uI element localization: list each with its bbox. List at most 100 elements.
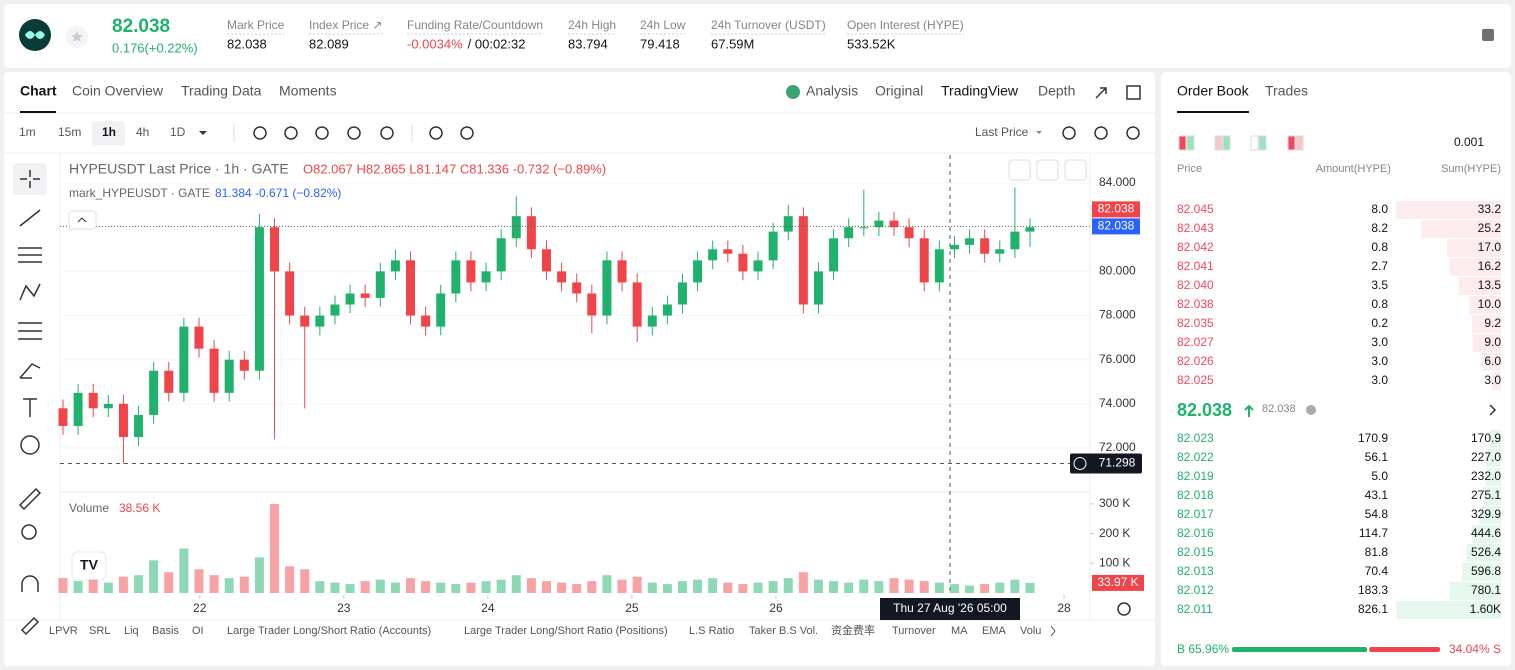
indicator-tab[interactable]: Basis [152, 625, 179, 637]
tool-text[interactable] [23, 398, 37, 417]
interval[interactable]: 4h [136, 125, 149, 139]
expand-button[interactable] [1095, 87, 1107, 99]
tool-fib[interactable] [18, 322, 42, 340]
book-layout-a[interactable] [1250, 135, 1259, 151]
tool-emoji[interactable] [20, 435, 40, 455]
book-tab[interactable]: Trades [1265, 83, 1308, 99]
depth-bar [1489, 430, 1501, 448]
tool-line[interactable] [19, 209, 41, 227]
plugin-button[interactable] [380, 126, 394, 140]
volume-bar [617, 579, 627, 593]
indicator-tab[interactable]: LPVR [49, 625, 78, 637]
tool-ruler[interactable] [18, 487, 42, 511]
candle-body [511, 216, 521, 239]
candle-body [406, 260, 416, 316]
chart-control[interactable] [1008, 159, 1031, 181]
indicator-tab[interactable]: OI [192, 625, 204, 637]
undo-button[interactable] [429, 126, 443, 140]
book-amount: 8.0 [1371, 202, 1388, 216]
candle-button[interactable] [253, 126, 267, 140]
volume-bar [194, 569, 204, 593]
candle-body [723, 249, 733, 254]
indicator-tab[interactable]: Taker B.S Vol. [749, 625, 818, 637]
template-button[interactable] [347, 126, 361, 140]
volume-bar [466, 582, 476, 593]
depth-bar [1421, 220, 1501, 238]
chart-tab[interactable]: Chart [20, 83, 57, 99]
settings-button[interactable] [1126, 126, 1140, 140]
tool-brush[interactable] [19, 363, 41, 379]
candle-body [617, 260, 627, 283]
search-button[interactable] [1062, 126, 1076, 140]
tool-channel[interactable] [18, 247, 42, 263]
indicator-tab[interactable]: SRL [89, 625, 110, 637]
view-tab[interactable]: Original [875, 83, 923, 99]
chart-tab[interactable]: Moments [279, 83, 337, 99]
indicator-tab[interactable]: Large Trader Long/Short Ratio (Positions… [464, 625, 668, 637]
depth-bar [1396, 201, 1501, 219]
redo-button[interactable] [460, 126, 474, 140]
chart-tab[interactable]: Coin Overview [72, 83, 164, 99]
collapse-button[interactable] [68, 210, 97, 230]
interval[interactable]: 1D [170, 125, 186, 139]
indicator-tab[interactable]: Large Trader Long/Short Ratio (Accounts) [227, 625, 431, 637]
menu-icon[interactable] [1482, 29, 1494, 41]
reset-button[interactable] [1117, 602, 1131, 616]
replay-button[interactable] [315, 126, 329, 140]
book-price: 82.019 [1177, 469, 1214, 483]
tool-pencil[interactable] [20, 616, 40, 636]
add-alert[interactable] [1073, 457, 1087, 471]
book-layout-b[interactable] [1186, 135, 1195, 151]
tool-pattern[interactable] [19, 283, 41, 301]
candle-body [587, 293, 597, 316]
indicator-tab[interactable]: MA [951, 625, 968, 637]
indicator-tab[interactable]: Volu [1020, 625, 1041, 637]
view-tab[interactable]: TradingView [941, 83, 1019, 99]
book-layout-a[interactable] [1287, 135, 1296, 151]
tool-magnet[interactable] [21, 575, 39, 592]
indicator-tab[interactable]: Turnover [892, 625, 936, 637]
view-tab[interactable]: Depth [1038, 83, 1075, 99]
collapse-arrow [77, 217, 87, 223]
book-layout-b[interactable] [1258, 135, 1267, 151]
interval[interactable]: 15m [58, 125, 81, 139]
indicator-tab[interactable]: L.S Ratio [689, 625, 734, 637]
last-price: 82.038 [112, 16, 170, 37]
view-tab[interactable]: Analysis [806, 83, 858, 99]
candle-body [270, 227, 280, 272]
candle-body [965, 238, 975, 245]
price-type[interactable]: Last Price [975, 125, 1029, 139]
interval[interactable]: 1m [19, 125, 36, 139]
tool-zoom[interactable] [21, 524, 37, 540]
chart-panel [4, 72, 1155, 666]
chart-control[interactable] [1064, 159, 1087, 181]
book-layout-b[interactable] [1222, 135, 1231, 151]
candle-body [768, 231, 778, 261]
indicator-button[interactable] [284, 126, 298, 140]
depth-bar [1469, 296, 1501, 314]
book-tab[interactable]: Order Book [1177, 83, 1250, 99]
tool-cursor[interactable] [20, 170, 40, 188]
chart-tab[interactable]: Trading Data [181, 83, 262, 99]
indicator-tab[interactable]: 资金费率 [831, 623, 875, 637]
buy-ratio-bar [1232, 647, 1368, 652]
volume-bar [572, 584, 582, 593]
indicator-tab[interactable]: Liq [124, 625, 139, 637]
precision[interactable]: 0.001 [1454, 135, 1484, 149]
more-arrow[interactable] [1489, 404, 1497, 416]
scroll-right[interactable] [1050, 625, 1056, 637]
book-layout-a[interactable] [1178, 135, 1187, 151]
volume-bar [300, 569, 310, 593]
indicator-tab[interactable]: EMA [982, 625, 1007, 637]
book-layout-a[interactable] [1214, 135, 1223, 151]
depth-bar [1458, 277, 1501, 295]
volume-bar [677, 581, 687, 593]
book-price: 82.015 [1177, 545, 1214, 559]
book-layout-b[interactable] [1295, 135, 1304, 151]
coin-logo-mark [25, 31, 45, 39]
chart-control[interactable] [1036, 159, 1059, 181]
tool-cursor-bg[interactable] [13, 163, 47, 195]
screenshot-button[interactable] [1094, 126, 1108, 140]
interval[interactable]: 1h [102, 125, 116, 139]
fullscreen-button[interactable] [1126, 85, 1141, 100]
